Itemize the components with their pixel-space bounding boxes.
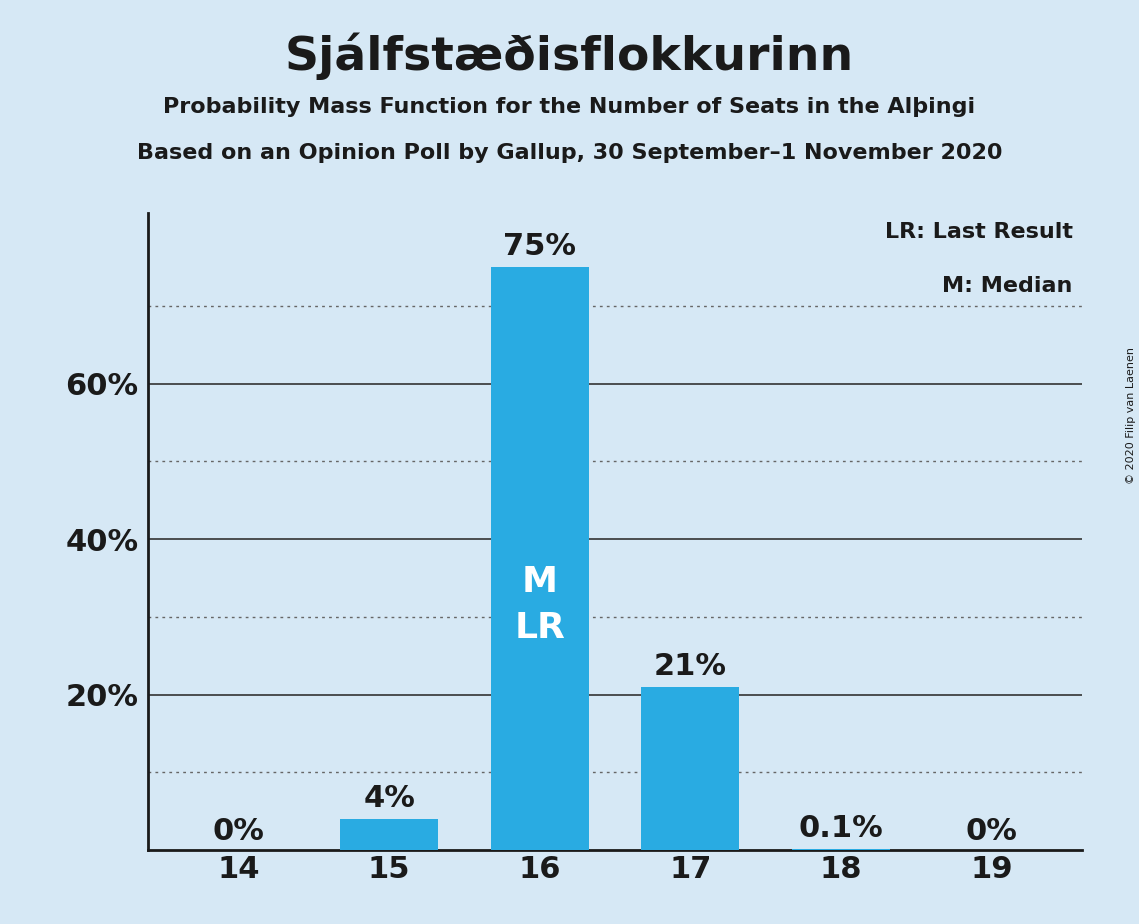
Text: M: M [522,565,558,599]
Text: LR: Last Result: LR: Last Result [885,222,1073,242]
Bar [641,687,739,850]
Bar [341,819,439,850]
Bar [491,267,589,850]
Text: 0%: 0% [213,817,264,846]
Text: Sjálfstæðisflokkurinn: Sjálfstæðisflokkurinn [285,32,854,79]
Text: © 2020 Filip van Laenen: © 2020 Filip van Laenen [1126,347,1136,484]
Text: LR: LR [515,612,565,646]
Text: 21%: 21% [654,651,727,681]
Text: 0%: 0% [966,817,1017,846]
Text: Probability Mass Function for the Number of Seats in the Alþingi: Probability Mass Function for the Number… [163,97,976,117]
Text: M: Median: M: Median [942,276,1073,297]
Text: 75%: 75% [503,232,576,261]
Text: Based on an Opinion Poll by Gallup, 30 September–1 November 2020: Based on an Opinion Poll by Gallup, 30 S… [137,143,1002,164]
Text: 0.1%: 0.1% [798,814,884,843]
Text: 4%: 4% [363,784,415,813]
